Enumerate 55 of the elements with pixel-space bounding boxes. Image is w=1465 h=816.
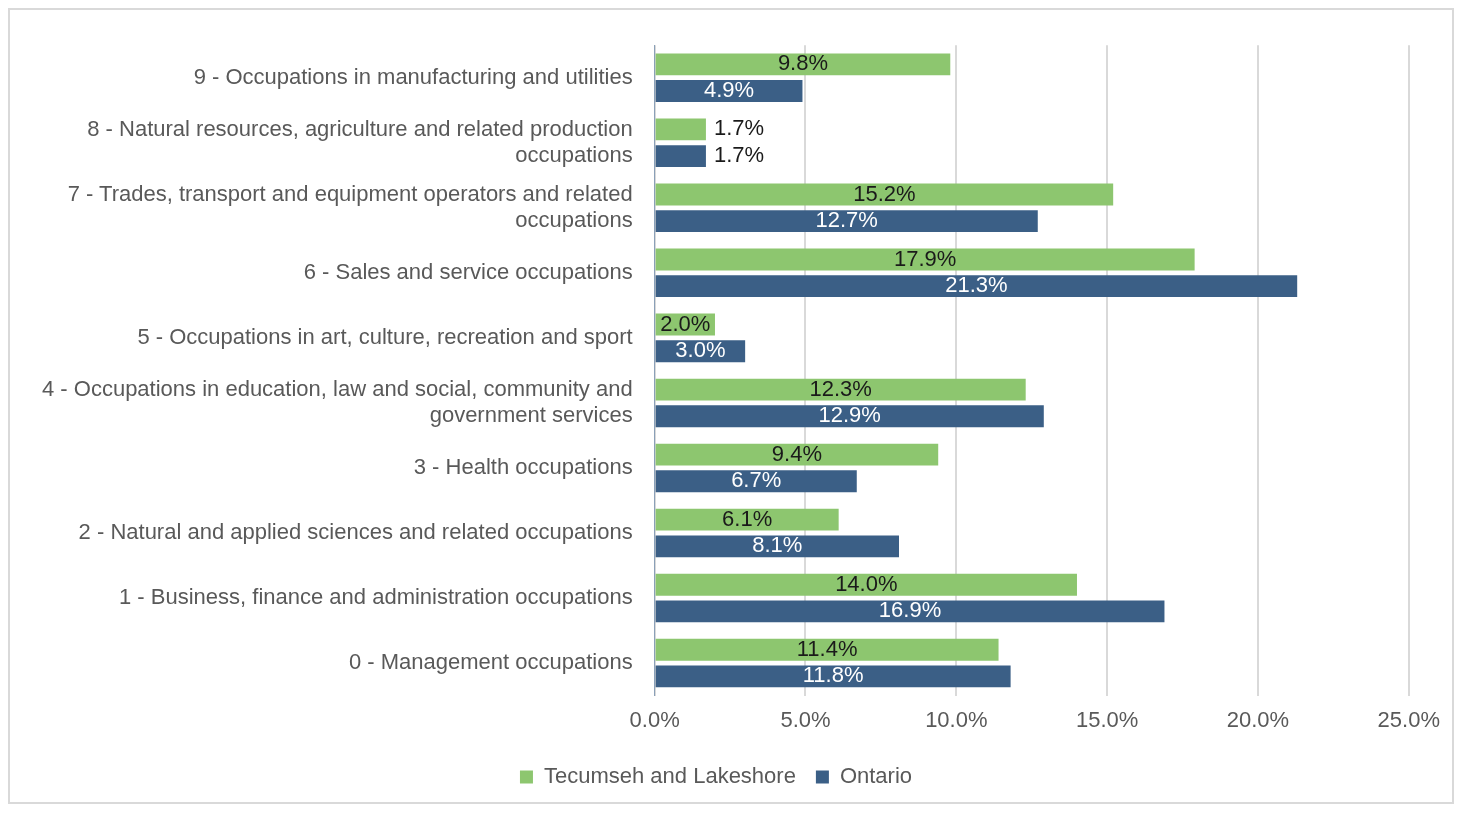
bar — [655, 183, 1114, 206]
x-tick-label: 15.0% — [1075, 706, 1139, 732]
bar — [655, 275, 1298, 298]
bar — [655, 210, 1038, 233]
data-label: 1.7% — [713, 142, 765, 168]
data-label: 9.4% — [771, 440, 823, 466]
data-label: 11.4% — [796, 635, 858, 661]
data-label: 12.9% — [818, 402, 881, 428]
bar — [655, 145, 706, 168]
data-label: 14.0% — [835, 570, 898, 596]
y-tick-label: 5 - Occupations in art, culture, recreation and sport — [137, 323, 633, 349]
legend-label: Tecumseh and Lakeshore — [543, 763, 796, 789]
x-tick-label: 25.0% — [1377, 706, 1441, 732]
data-label: 6.7% — [731, 467, 782, 493]
y-tick-label: 7 - Trades, transport and equipment operators and related occupations — [67, 180, 633, 233]
y-tick-label: 0 - Management occupations — [348, 649, 633, 675]
data-label: 8.1% — [752, 532, 803, 558]
x-tick-label: 0.0% — [629, 706, 680, 732]
data-label: 1.7% — [713, 115, 765, 141]
bar — [655, 535, 899, 558]
x-tick-label: 5.0% — [780, 706, 831, 732]
y-tick-label: 1 - Business, finance and administration occupations — [119, 584, 633, 610]
data-label: 12.7% — [815, 207, 878, 233]
y-tick-label: 8 - Natural resources, agriculture and related production occupations — [87, 115, 633, 168]
bar — [655, 443, 939, 466]
bar — [655, 470, 857, 493]
bar — [655, 638, 999, 661]
bar — [655, 665, 1011, 688]
data-label: 6.1% — [722, 505, 773, 531]
bar — [655, 378, 1026, 401]
data-label: 15.2% — [853, 180, 916, 206]
legend-label: Ontario — [839, 763, 913, 789]
bar — [655, 53, 951, 76]
y-tick-label: 6 - Sales and service occupations — [303, 258, 633, 284]
data-label: 2.0% — [660, 310, 711, 336]
y-tick-label: 4 - Occupations in education, law and social, community and government services — [41, 375, 633, 428]
data-label: 21.3% — [945, 272, 1008, 298]
bar — [655, 248, 1195, 271]
data-label: 9.8% — [777, 50, 829, 76]
data-label: 17.9% — [893, 245, 957, 271]
data-label: 4.9% — [703, 77, 755, 103]
bar — [655, 573, 1077, 596]
x-tick-label: 10.0% — [925, 706, 988, 732]
data-label: 12.3% — [809, 375, 872, 401]
bar — [655, 600, 1165, 623]
y-tick-label: 9 - Occupations in manufacturing and utilities — [193, 63, 633, 89]
x-tick-label: 20.0% — [1226, 706, 1290, 732]
data-label: 16.9% — [878, 597, 942, 623]
y-tick-label: 2 - Natural and applied sciences and related occupations — [78, 519, 633, 545]
bar — [655, 405, 1044, 428]
data-label: 11.8% — [802, 662, 864, 688]
bar — [655, 508, 839, 531]
data-label: 3.0% — [675, 337, 726, 363]
y-tick-label: 3 - Health occupations — [413, 454, 633, 480]
bar — [655, 118, 706, 141]
